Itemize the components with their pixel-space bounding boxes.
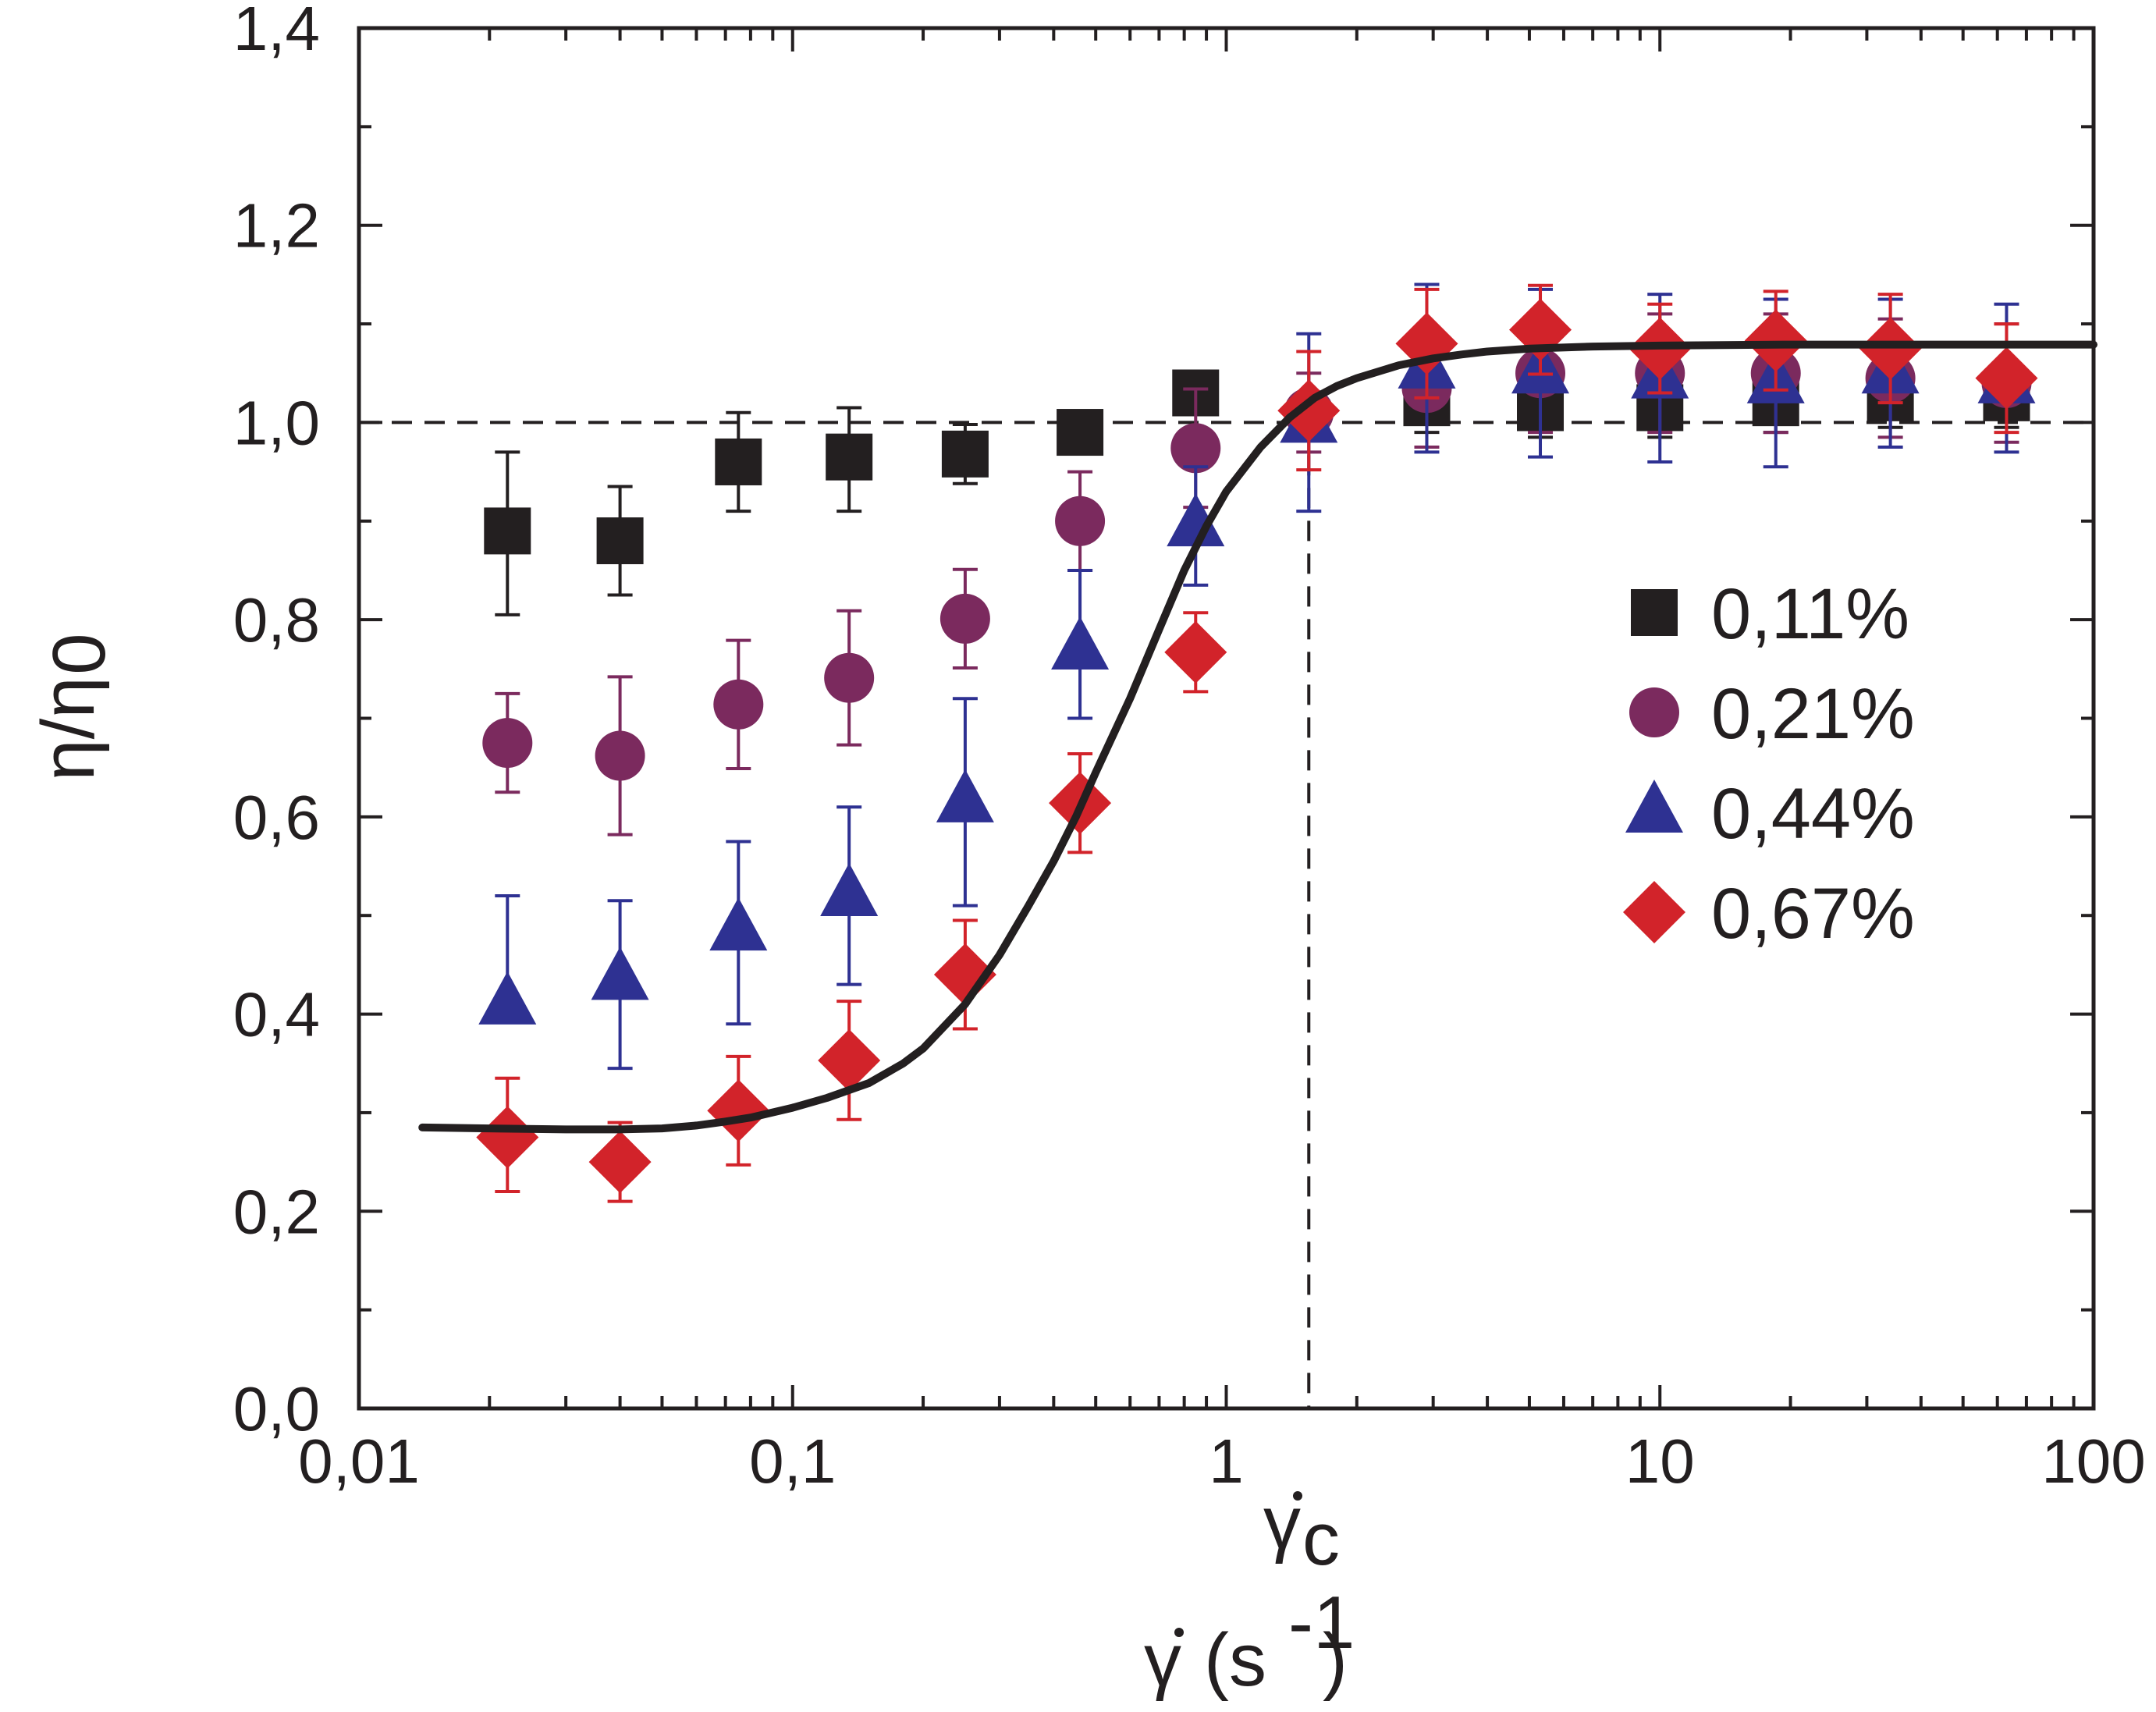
y-tick-label: 1,4 — [233, 0, 320, 63]
gamma-c-dot — [1293, 1491, 1302, 1501]
data-point — [939, 593, 990, 644]
legend-marker — [1629, 687, 1679, 737]
data-point — [826, 433, 873, 481]
data-point — [476, 1106, 539, 1169]
data-point — [596, 517, 644, 565]
data-point — [1051, 616, 1110, 670]
data-point — [1170, 423, 1221, 474]
x-axis-title-dot — [1174, 1628, 1184, 1637]
x-tick-label: 0,1 — [749, 1426, 836, 1496]
legend-label: 0,11% — [1711, 574, 1909, 654]
x-tick-label: 100 — [2041, 1426, 2145, 1496]
y-tick-label: 0,4 — [233, 980, 320, 1050]
data-point — [715, 438, 762, 485]
y-tick-label: 0,6 — [233, 783, 320, 852]
y-tick-label: 1,0 — [233, 388, 320, 457]
data-point — [713, 679, 764, 730]
data-point — [588, 1131, 652, 1194]
legend-marker — [1631, 589, 1678, 636]
x-axis-title-unit-open: (s — [1204, 1618, 1266, 1702]
data-point — [1057, 409, 1104, 456]
legend-label: 0,21% — [1711, 674, 1915, 754]
plot-frame — [357, 26, 2096, 1411]
data-point — [1744, 309, 1807, 372]
data-point — [824, 652, 875, 703]
data-point — [482, 718, 533, 769]
data-point — [941, 430, 989, 478]
legend: 0,11% 0,21% 0,44% 0,67% — [1623, 574, 1915, 954]
legend-item: 0,44% — [1625, 774, 1915, 854]
y-axis-title-main: η/η — [27, 677, 110, 780]
gamma-c-subscript: c — [1302, 1497, 1340, 1581]
data-point — [1167, 493, 1225, 547]
legend-label: 0,67% — [1711, 874, 1915, 954]
x-tick-label: 10 — [1625, 1426, 1695, 1496]
data-point — [709, 897, 768, 951]
y-tick-label: 0,2 — [233, 1177, 320, 1246]
fit-curve — [418, 340, 2097, 1134]
y-axis-title: η/η 0 — [27, 633, 121, 780]
legend-label: 0,44% — [1711, 774, 1915, 854]
data-point — [595, 730, 645, 781]
legend-item: 0,67% — [1623, 874, 1915, 954]
data-point — [1055, 495, 1106, 546]
data-point — [933, 943, 996, 1007]
x-axis-title: γ (s -1 ) — [1144, 1581, 1355, 1702]
data-point — [1975, 346, 2038, 410]
fit-curve-layer — [418, 340, 2097, 1134]
data-point — [1859, 317, 1922, 380]
legend-marker — [1625, 780, 1683, 833]
x-axis-title-symbol: γ — [1144, 1618, 1181, 1702]
data-point — [484, 507, 531, 555]
data-point — [591, 947, 649, 1000]
y-tick-label: 0,8 — [233, 585, 320, 655]
data-point — [818, 1028, 881, 1092]
x-axis-title-unit-close: ) — [1323, 1618, 1348, 1702]
data-point — [820, 862, 879, 916]
data-point — [707, 1079, 770, 1142]
y-tick-label: 1,2 — [233, 191, 320, 261]
x-tick-label: 1 — [1209, 1426, 1244, 1496]
x-axis-title-unit-exponent: -1 — [1288, 1581, 1355, 1664]
data-point — [936, 769, 994, 822]
data-point — [478, 971, 537, 1025]
data-point — [1164, 620, 1227, 684]
legend-item: 0,11% — [1631, 574, 1909, 654]
reference-lines — [359, 421, 2094, 1408]
y-tick-label: 0,0 — [233, 1374, 320, 1444]
legend-item: 0,21% — [1629, 674, 1915, 754]
gamma-c-label: γ c — [1263, 1481, 1340, 1581]
gamma-c-symbol: γ — [1263, 1481, 1301, 1565]
legend-marker — [1623, 881, 1685, 943]
tick-labels: 0,01 0,1 1 10 100 0,0 0,2 0,4 0,6 0,8 1,0 1,2 1,4 — [233, 0, 2146, 1496]
y-axis-title-subscript: 0 — [37, 633, 121, 674]
x-tick-label: 0,01 — [298, 1426, 420, 1496]
